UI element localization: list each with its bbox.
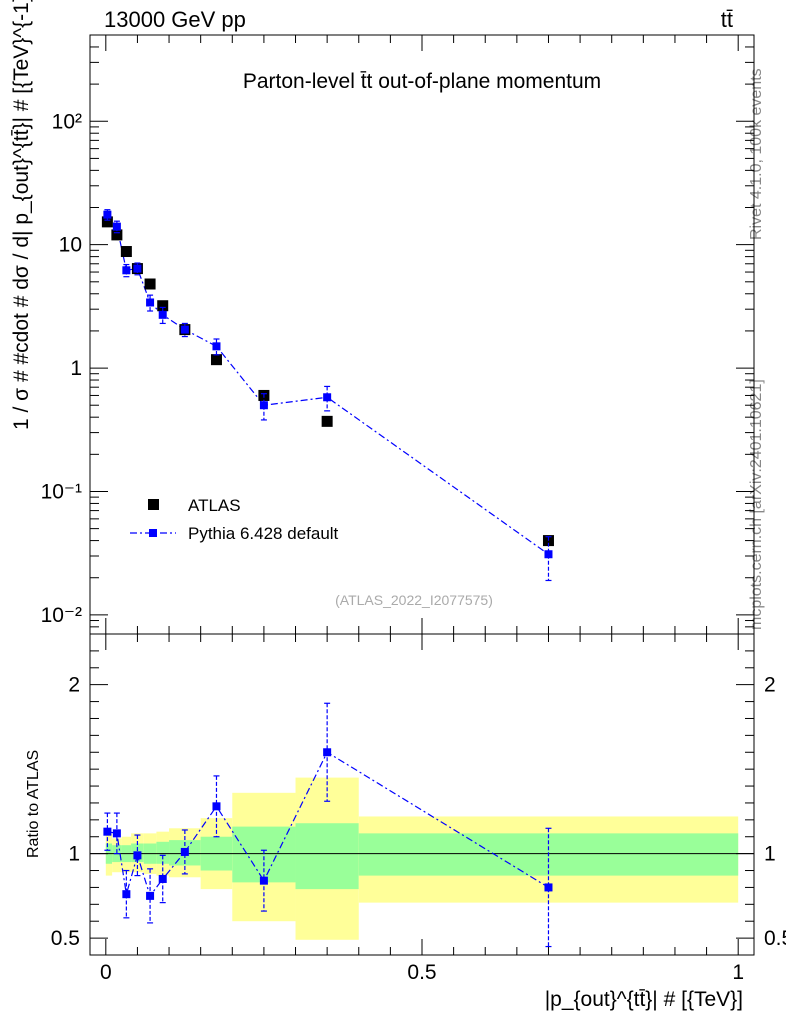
pythia-data-point — [180, 325, 189, 334]
ratio-data-point — [259, 876, 268, 885]
pythia-line-group — [106, 214, 549, 555]
ratio-data-point — [103, 827, 112, 836]
pythia-data-point — [323, 393, 332, 402]
ratio-y-tick-label: 2 — [68, 674, 80, 697]
inner-uncertainty-band — [156, 841, 170, 864]
pythia-data-point — [146, 298, 155, 307]
x-tick-label: 1 — [732, 961, 744, 984]
pythia-data-point — [259, 401, 268, 410]
y-tick-label: 10 — [59, 234, 82, 257]
ratio-y-axis-title: Ratio to ATLAS — [25, 750, 42, 858]
ratio-data-point — [146, 891, 155, 900]
mcplots-label: mcplots.cern.ch [arXiv:2401.10621] — [748, 379, 765, 630]
plot-title: Parton-level t̄t out-of-plane momentum — [243, 70, 601, 93]
ratio-data-point — [323, 748, 332, 757]
main-y-axis-title: 1 / σ # #cdot # dσ / d| p_{out}^{tt̄}| #… — [10, 0, 33, 430]
legend-atlas-label: ATLAS — [188, 496, 241, 515]
ratio-data-point — [180, 847, 189, 856]
atlas-data-point — [321, 415, 333, 427]
ratio-frame — [89, 633, 755, 956]
ratio-marks-group — [103, 702, 553, 948]
rivet-version-label: Rivet 4.1.0, 100k events — [748, 68, 765, 240]
pythia-data-point — [158, 310, 167, 319]
inner-uncertainty-band — [232, 826, 296, 883]
pythia-data-point — [112, 222, 121, 231]
ratio-y-tick-label: 0.5 — [51, 927, 80, 950]
legend-pythia-label: Pythia 6.428 default — [188, 524, 339, 543]
pythia-data-point — [103, 210, 112, 219]
ratio-data-point — [122, 890, 131, 899]
ratio-axes-group: 0 0.5 1 2 2 1 1 0.5 0.5 — [51, 633, 786, 984]
main-axes-group: 10² 10 1 10⁻¹ 10⁻² — [41, 34, 755, 635]
atlas-data-point — [101, 216, 113, 228]
ratio-y-tick-label-right: 0.5 — [764, 927, 786, 950]
pythia-data-point — [544, 550, 553, 559]
pythia-data-point — [133, 264, 142, 273]
atlas-data-point — [111, 229, 123, 241]
ratio-data-point — [158, 874, 167, 883]
y-tick-label: 10⁻² — [41, 604, 82, 627]
ratio-y-tick-label-right: 2 — [764, 674, 776, 697]
pythia-data-point — [122, 266, 131, 275]
ratio-data-point — [112, 829, 121, 838]
pythia-series-line — [106, 214, 549, 555]
header-process: tt̄ — [721, 7, 733, 32]
atlas-data-point — [210, 354, 222, 366]
atlas-data-point — [157, 300, 169, 312]
y-tick-label: 1 — [70, 357, 82, 380]
uncertainty-bands-group — [90, 777, 754, 940]
data-marks-group — [101, 209, 554, 582]
header-energy: 13000 GeV pp — [104, 7, 246, 32]
legend-pythia-marker — [149, 529, 157, 537]
ratio-data-point — [133, 851, 142, 860]
y-tick-label: 10² — [52, 110, 82, 133]
inner-uncertainty-band — [295, 823, 359, 890]
x-tick-label: 0.5 — [407, 961, 436, 984]
atlas-data-point — [144, 278, 156, 290]
ratio-panel: 0 0.5 1 2 2 1 1 0.5 0.5 — [51, 633, 786, 984]
ratio-y-tick-label: 1 — [68, 843, 80, 866]
ratio-data-point — [544, 883, 553, 892]
main-panel: 10² 10 1 10⁻¹ 10⁻² — [41, 34, 755, 635]
pythia-data-point — [212, 342, 221, 351]
x-axis-title: |p_{out}^{tt̄}| # [{TeV}] — [545, 988, 743, 1011]
legend: ATLAS Pythia 6.428 default — [130, 496, 339, 543]
ratio-data-point — [212, 802, 221, 811]
ratio-y-tick-label-right: 1 — [764, 843, 776, 866]
y-tick-label: 10⁻¹ — [41, 480, 82, 503]
x-tick-label: 0 — [100, 961, 112, 984]
atlas-data-point — [120, 246, 132, 258]
legend-atlas-marker — [148, 499, 159, 510]
analysis-id-label: (ATLAS_2022_I2077575) — [335, 592, 493, 608]
